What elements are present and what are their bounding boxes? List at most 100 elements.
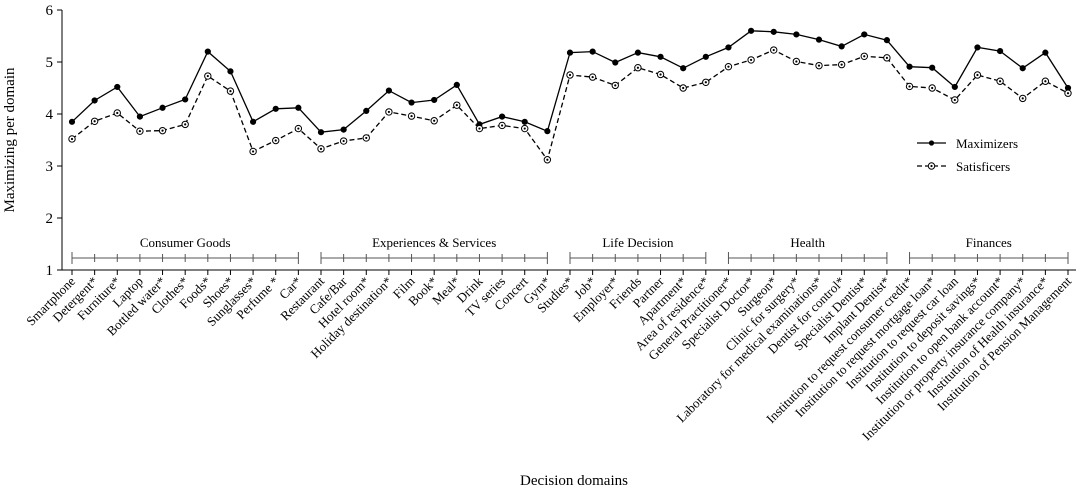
point-maximizers — [974, 44, 981, 51]
point-maximizers — [204, 48, 211, 55]
point-satisficers-center — [387, 110, 391, 114]
point-satisficers-center — [365, 136, 368, 140]
point-maximizers — [929, 64, 936, 71]
point-maximizers — [634, 49, 642, 56]
point-maximizers — [589, 48, 596, 55]
y-tick-label: 1 — [46, 263, 54, 279]
point-satisficers-center — [161, 129, 164, 132]
point-satisficers-center — [931, 86, 934, 90]
point-maximizers — [906, 63, 913, 70]
x-tick-labels: SmartphoneDetergent*Furniture*LaptopBott… — [23, 270, 1074, 443]
point-satisficers-center — [772, 48, 775, 52]
group-label: Experiences & Services — [372, 235, 496, 250]
series-layer — [68, 27, 1072, 164]
point-satisficers-center — [455, 104, 458, 107]
point-satisficers-center — [274, 139, 277, 142]
point-satisficers-center — [727, 65, 730, 68]
legend-label-maximizers: Maximizers — [956, 136, 1018, 151]
point-satisficers-center — [636, 66, 640, 69]
point-maximizers — [91, 97, 98, 104]
point-satisficers-center — [863, 55, 866, 58]
point-maximizers — [951, 83, 958, 91]
point-maximizers — [747, 27, 755, 34]
point-maximizers — [521, 118, 528, 125]
point-maximizers — [340, 126, 347, 133]
x-axis-title: Decision domains — [520, 473, 628, 489]
y-axis-title: Maximizing per domain — [2, 67, 18, 212]
point-maximizers — [815, 36, 823, 43]
point-satisficers-center — [1021, 97, 1024, 100]
point-maximizers — [838, 43, 845, 50]
point-satisficers-center — [591, 75, 594, 79]
point-satisficers-center — [546, 158, 549, 161]
axes — [61, 10, 1076, 271]
point-satisficers-center — [998, 80, 1002, 83]
point-satisficers-center — [93, 120, 96, 123]
point-satisficers-center — [749, 58, 753, 62]
point-maximizers — [159, 104, 166, 111]
group-label: Life Decision — [602, 235, 674, 250]
point-maximizers — [680, 65, 687, 72]
y-tick-label: 2 — [46, 211, 54, 227]
point-satisficers-center — [138, 130, 142, 133]
point-maximizers — [770, 28, 777, 35]
point-maximizers — [68, 118, 76, 125]
point-satisficers-center — [1066, 92, 1070, 95]
series-line-maximizers — [71, 30, 1069, 133]
point-satisficers-center — [523, 127, 526, 130]
point-maximizers — [453, 81, 460, 88]
point-maximizers — [861, 31, 868, 38]
point-maximizers — [1042, 49, 1049, 56]
point-maximizers — [272, 105, 279, 112]
point-satisficers-center — [297, 127, 300, 130]
y-ticks: 1 2 3 4 5 6 — [46, 3, 62, 279]
point-satisficers-center — [1044, 80, 1047, 83]
point-satisficers-center — [908, 85, 911, 88]
point-maximizers — [227, 68, 234, 75]
point-satisficers-center — [840, 63, 843, 66]
point-satisficers-center — [251, 150, 255, 153]
point-satisficers-center — [568, 73, 572, 77]
group-label: Consumer Goods — [140, 235, 231, 250]
point-maximizers — [566, 49, 574, 56]
point-satisficers-center — [795, 60, 798, 63]
point-satisficers-center — [704, 81, 707, 84]
point-satisficers-center — [885, 56, 889, 59]
y-tick-label: 4 — [46, 107, 54, 123]
legend-marker-maximizers — [928, 140, 935, 146]
point-satisficers-center — [342, 139, 345, 143]
point-satisficers-center — [614, 84, 617, 87]
point-maximizers — [317, 129, 325, 136]
point-maximizers — [793, 31, 800, 38]
point-satisficers-center — [229, 90, 232, 93]
point-maximizers — [657, 53, 664, 60]
point-maximizers — [136, 113, 144, 120]
point-satisficers-center — [319, 147, 323, 150]
y-tick-label: 6 — [46, 3, 54, 19]
legend: Maximizers Satisficers — [917, 136, 1018, 174]
y-tick-label: 5 — [46, 55, 54, 71]
point-maximizers — [996, 47, 1004, 55]
point-maximizers — [498, 113, 506, 120]
point-maximizers — [725, 44, 732, 51]
point-maximizers — [182, 96, 189, 103]
point-satisficers-center — [817, 64, 821, 67]
point-maximizers — [385, 87, 393, 94]
y-tick-label: 3 — [46, 159, 54, 175]
point-maximizers — [408, 99, 415, 106]
legend-label-satisficers: Satisficers — [956, 159, 1010, 174]
point-satisficers-center — [410, 114, 413, 118]
point-satisficers-center — [478, 127, 481, 130]
point-satisficers-center — [500, 124, 504, 127]
point-maximizers — [612, 59, 619, 66]
point-satisficers-center — [682, 86, 685, 90]
point-satisficers-center — [206, 74, 209, 78]
domain-groups: Consumer Goods Experiences & Services Life… — [71, 235, 1069, 264]
point-maximizers — [1019, 65, 1026, 72]
point-satisficers-center — [184, 123, 187, 126]
point-maximizers — [295, 104, 302, 111]
point-maximizers — [249, 118, 257, 125]
point-maximizers — [431, 96, 438, 104]
point-maximizers — [114, 83, 121, 91]
